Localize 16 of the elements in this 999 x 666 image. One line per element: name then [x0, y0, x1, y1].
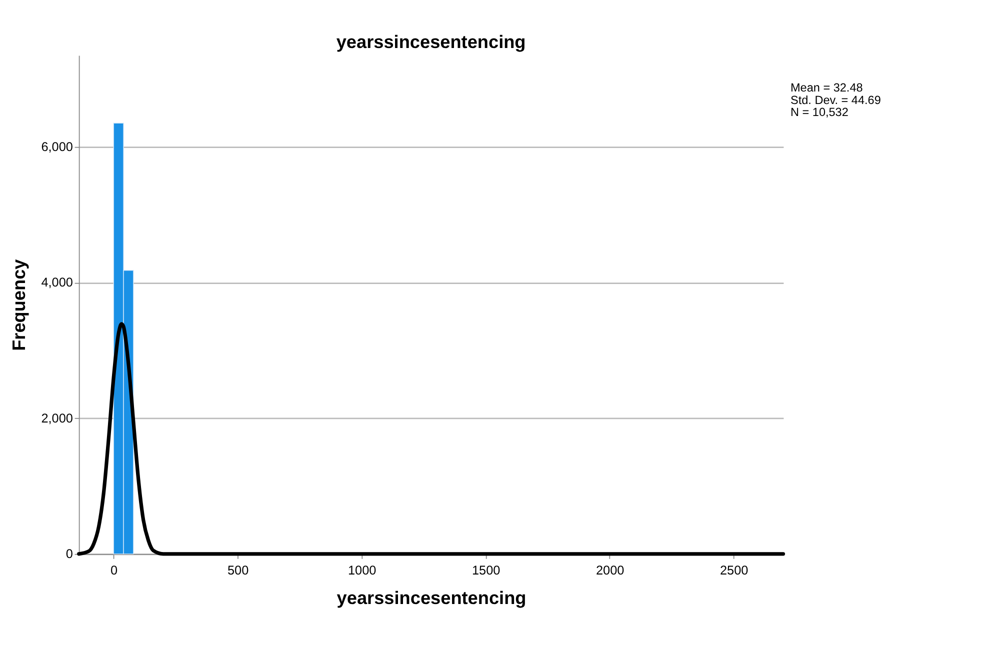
text: N = 10,532 — [790, 106, 848, 120]
x-tick-label: 0 — [110, 563, 118, 578]
text: Std. Dev. = 44.69 — [790, 94, 881, 107]
x-tick-label: 1500 — [472, 563, 500, 578]
x-tick-label: 1000 — [348, 563, 376, 578]
y-tick-label: 4,000 — [41, 276, 73, 290]
text: Mean = 32.48 — [790, 82, 864, 95]
y-tick-label: 6,000 — [41, 140, 73, 154]
x-tick-label: 2000 — [596, 563, 624, 578]
x-tick-label: 2500 — [720, 563, 748, 578]
y-axis-title: Frequency — [8, 259, 29, 351]
x-tick-label: 500 — [227, 563, 249, 578]
x-axis-title: yearssincesentencing — [336, 588, 526, 608]
y-tick-label: 2,000 — [41, 411, 73, 426]
chart-title: yearssincesentencing — [336, 32, 526, 52]
y-tick-label: 0 — [66, 547, 73, 562]
